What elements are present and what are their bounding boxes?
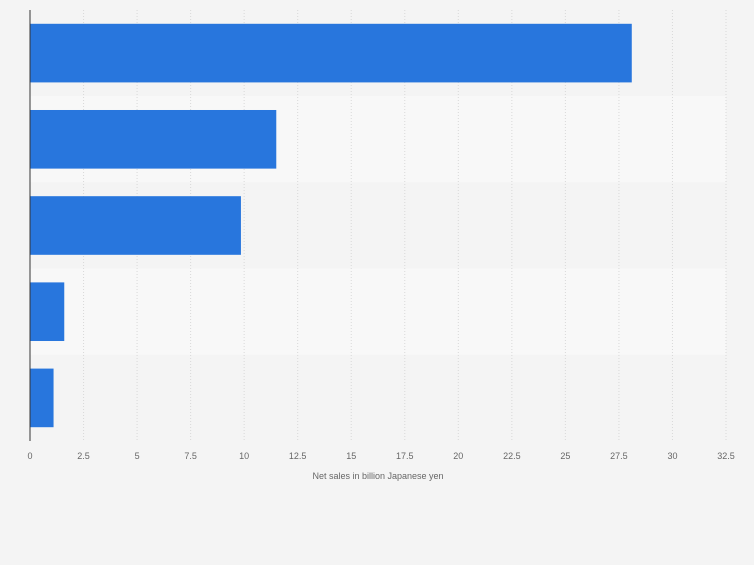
x-tick-label: 30 — [667, 451, 677, 461]
x-tick-label: 2.5 — [77, 451, 90, 461]
x-tick-label: 20 — [453, 451, 463, 461]
x-axis-title: Net sales in billion Japanese yen — [312, 471, 443, 481]
category-band — [30, 354, 726, 441]
category-band — [30, 268, 726, 355]
category-bands — [30, 10, 726, 441]
bar[interactable] — [30, 23, 632, 83]
x-tick-label: 32.5 — [717, 451, 735, 461]
x-tick-label: 25 — [560, 451, 570, 461]
x-tick-label: 10 — [239, 451, 249, 461]
x-tick-label: 15 — [346, 451, 356, 461]
x-tick-label: 7.5 — [184, 451, 197, 461]
x-tick-label: 5 — [135, 451, 140, 461]
x-tick-label: 12.5 — [289, 451, 307, 461]
x-tick-label: 17.5 — [396, 451, 414, 461]
bar[interactable] — [30, 368, 54, 428]
bar[interactable] — [30, 109, 277, 169]
bar[interactable] — [30, 196, 241, 255]
x-tick-label: 22.5 — [503, 451, 521, 461]
x-tick-label: 0 — [27, 451, 32, 461]
x-tick-labels: 0 2.5 5 7.5 10 12.5 15 17.5 20 22.5 25 27.5 30 32.5 — [27, 451, 734, 461]
x-tick-label: 27.5 — [610, 451, 628, 461]
bar[interactable] — [30, 282, 65, 342]
bars — [30, 23, 632, 428]
